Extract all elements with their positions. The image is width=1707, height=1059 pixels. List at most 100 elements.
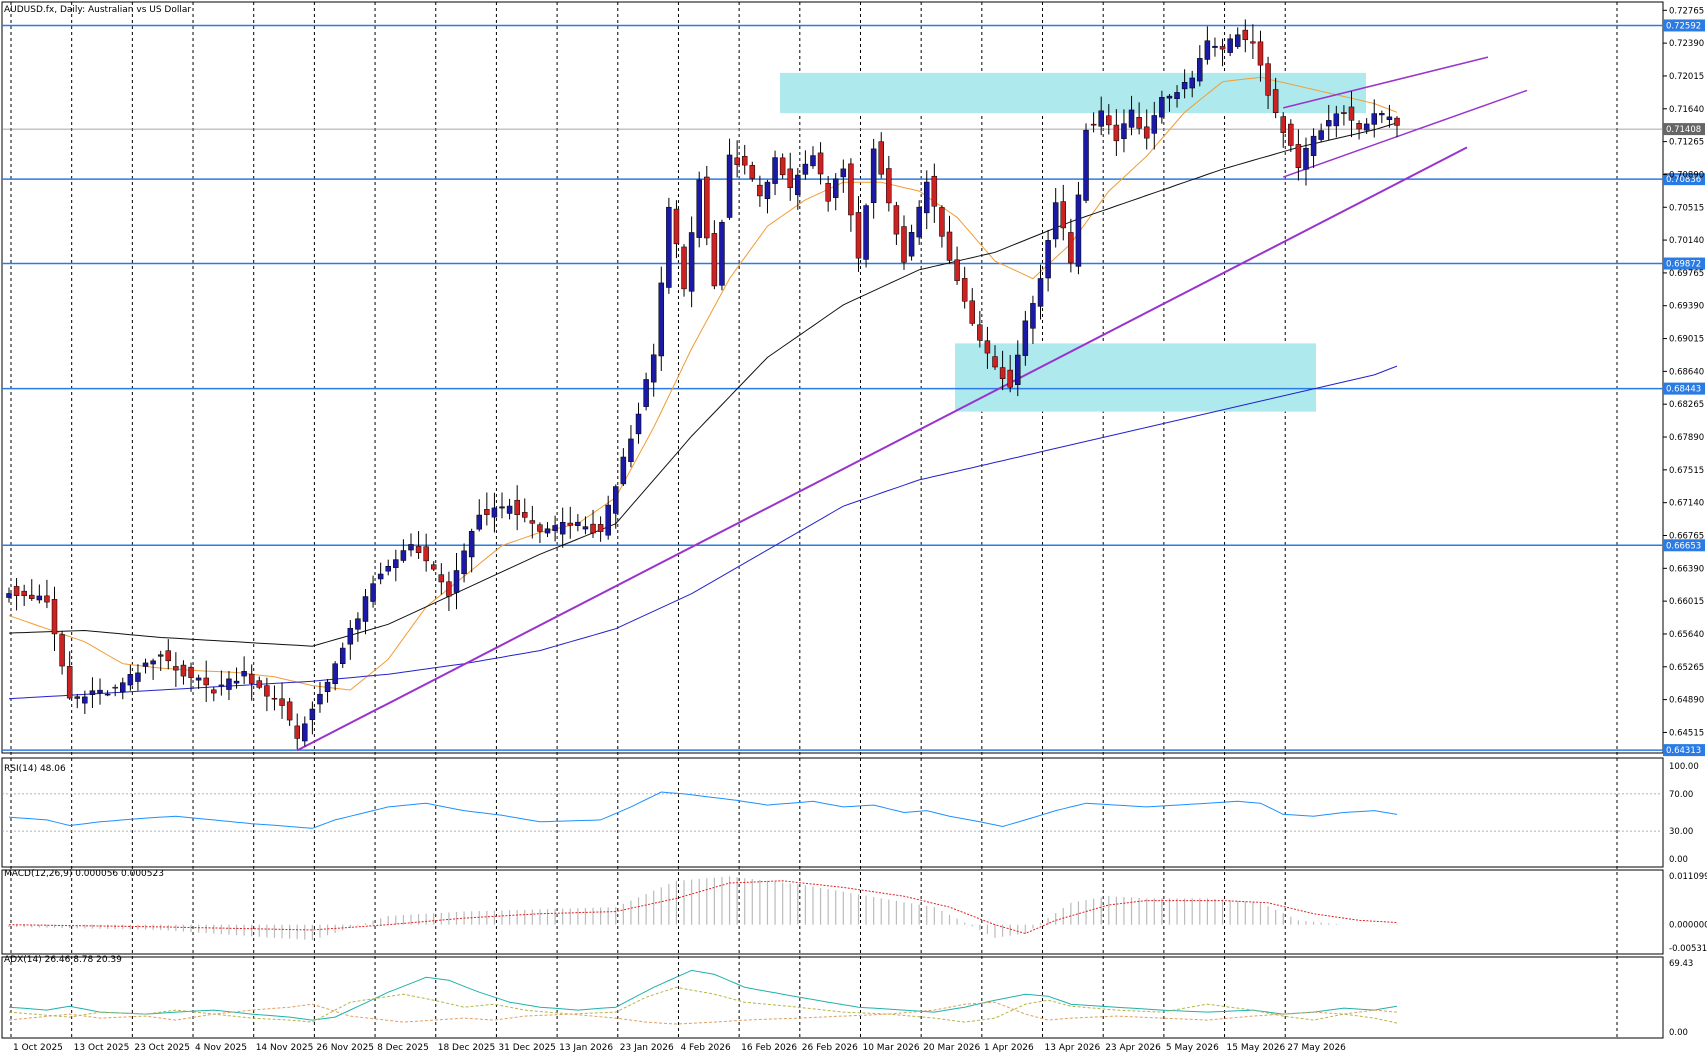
candle-body [1333, 113, 1340, 127]
candle-body [21, 590, 27, 597]
candle-body [302, 723, 308, 742]
candle-body [506, 505, 513, 514]
candle-body [1181, 81, 1188, 90]
candle-body [385, 566, 391, 572]
candle-body [286, 701, 293, 721]
candle-body [476, 514, 483, 530]
candle-body [1204, 40, 1211, 60]
y-tick-label: 0.70890 [1669, 170, 1704, 180]
candle-body [1090, 123, 1097, 126]
candle-body [279, 698, 285, 706]
candle-body [726, 154, 733, 218]
candle-body [218, 684, 225, 687]
level-price-tag [1663, 173, 1705, 186]
candle-body [741, 156, 748, 166]
level-price-label: 0.64313 [1666, 746, 1701, 756]
candle-body [1060, 201, 1067, 229]
candle-body [1045, 240, 1051, 279]
candle-body [1394, 117, 1400, 126]
x-tick-label: 4 Feb 2026 [680, 1043, 731, 1053]
candle-body [241, 671, 247, 677]
rsi-line [8, 791, 1398, 829]
candle-body [1106, 115, 1112, 126]
macd-tick-label: 0.011099 [1669, 872, 1707, 882]
candle-body [51, 599, 58, 635]
candle-body [961, 278, 968, 302]
candle-body [484, 509, 490, 515]
level-price-tag [1663, 382, 1705, 395]
candle-body [1121, 123, 1127, 139]
candle-body [916, 206, 922, 238]
candle-body [127, 674, 134, 686]
candle-body [886, 168, 892, 204]
x-tick-label: 23 Jan 2026 [620, 1043, 674, 1053]
x-tick-label: 23 Apr 2026 [1105, 1043, 1161, 1053]
candle-body [13, 586, 20, 596]
adx-minus-di-line [8, 1001, 1398, 1025]
candle-body [1136, 116, 1142, 129]
x-tick-label: 13 Oct 2025 [74, 1043, 130, 1053]
candle-body [908, 232, 915, 257]
candle-body [1015, 354, 1021, 385]
candle-body [157, 654, 164, 657]
x-tick-label: 14 Nov 2025 [256, 1043, 314, 1053]
candle-body [461, 550, 467, 575]
candle-body [863, 205, 869, 260]
level-price-tag [1663, 744, 1705, 757]
macd-tick-label: 0.000000 [1669, 921, 1707, 931]
adx-label: ADX(14) 26.46 8.78 20.39 [4, 955, 122, 965]
candle-body [400, 550, 407, 561]
candle-body [1348, 106, 1355, 121]
candle-body [408, 544, 414, 551]
x-tick-label: 4 Nov 2025 [195, 1043, 247, 1053]
y-tick-label: 0.66015 [1669, 597, 1704, 607]
y-tick-label: 0.69015 [1669, 335, 1704, 345]
candle-body [1288, 123, 1294, 146]
candle-body [317, 693, 323, 705]
adx-line [8, 969, 1398, 1021]
x-tick-label: 1 Apr 2026 [984, 1043, 1034, 1053]
macd-panel [1, 869, 1664, 955]
channel-upper-line [1283, 56, 1489, 109]
candle-body [696, 179, 702, 238]
candle-body [135, 672, 141, 682]
candle-body [590, 523, 596, 534]
candle-body [923, 181, 930, 214]
candle-body [1310, 135, 1317, 156]
x-tick-label: 1 Oct 2025 [13, 1043, 63, 1053]
candle-body [29, 594, 35, 599]
rsi-label: RSI(14) 48.06 [4, 764, 66, 774]
candle-body [825, 182, 831, 202]
x-tick-label: 16 Feb 2026 [741, 1043, 797, 1053]
candle-body [438, 574, 445, 583]
ma200-line [8, 365, 1398, 700]
x-tick-label: 20 Mar 2026 [923, 1043, 980, 1053]
current-price-label: 0.71408 [1666, 125, 1701, 135]
candle-body [332, 663, 338, 684]
rsi-tick-label: 100.00 [1669, 762, 1699, 772]
candle-body [468, 531, 475, 558]
candle-body [66, 666, 73, 699]
level-price-tag [1663, 539, 1705, 552]
adx-panel [1, 956, 1664, 1039]
y-tick-label: 0.67140 [1669, 499, 1704, 509]
candle-body [575, 521, 581, 526]
x-tick-label: 8 Dec 2025 [377, 1043, 429, 1053]
macd-tick-label: -0.005310 [1669, 944, 1707, 954]
y-tick-label: 0.72390 [1669, 39, 1704, 49]
candle-body [1166, 95, 1173, 99]
price-panel [1, 1, 1664, 754]
candle-body [1075, 194, 1082, 267]
candle-body [969, 300, 976, 324]
x-tick-label: 31 Dec 2025 [498, 1043, 556, 1053]
candle-body [779, 157, 786, 176]
candle-body [173, 666, 179, 671]
ma50-line [8, 122, 1398, 647]
candle-body [832, 178, 839, 198]
candle-body [1007, 369, 1013, 388]
y-tick-label: 0.70140 [1669, 236, 1704, 246]
x-tick-label: 13 Apr 2026 [1045, 1043, 1101, 1053]
adx-tick-label: 69.43 [1669, 959, 1693, 969]
candle-body [734, 157, 740, 165]
